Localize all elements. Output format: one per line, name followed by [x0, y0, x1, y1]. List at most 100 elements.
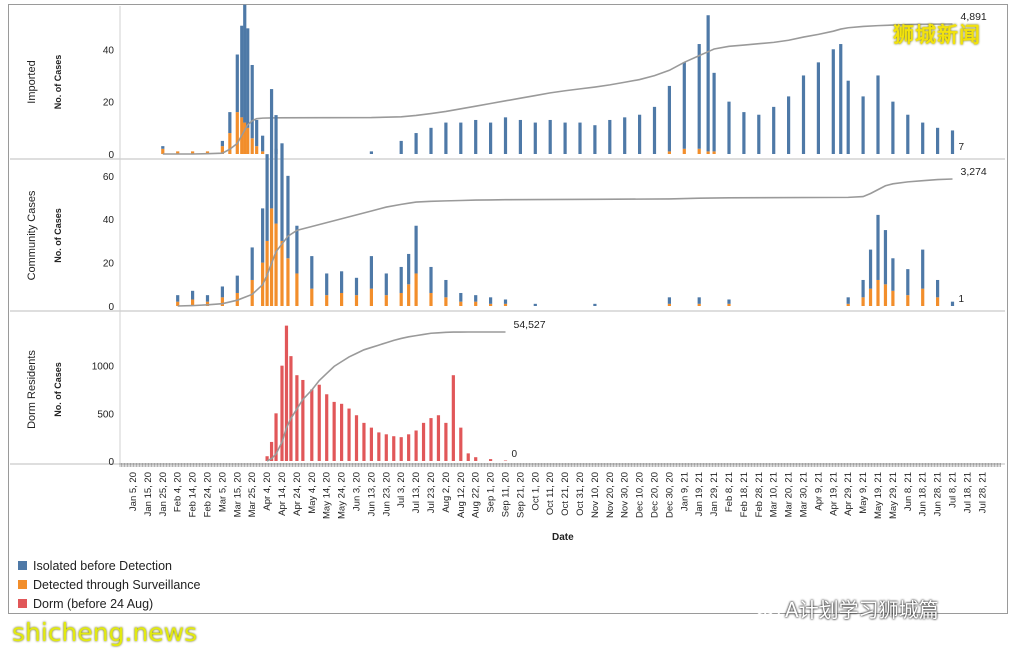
- bar-isolated: [255, 119, 259, 147]
- bar-isolated: [310, 256, 314, 289]
- bar-isolated: [712, 72, 716, 152]
- bar-isolated: [936, 279, 940, 298]
- bar-surveillance: [310, 288, 314, 306]
- bar-surveillance: [399, 292, 403, 306]
- bar-dorm: [377, 432, 381, 461]
- bar-surveillance: [261, 151, 265, 154]
- bar-isolated: [518, 119, 522, 154]
- x-tick-label: Jul 8, 21: [948, 472, 959, 508]
- x-tick-label: Nov 30, 20: [620, 472, 631, 518]
- bar-isolated: [176, 295, 180, 302]
- x-tick-label: Aug 12, 20: [456, 472, 467, 518]
- bar-isolated: [243, 4, 247, 123]
- x-tick-label: Mar 25, 20: [247, 472, 258, 517]
- cumulative-end-label: 3,274: [961, 166, 987, 178]
- x-tick-label: Feb 8, 21: [724, 472, 735, 512]
- x-tick-label: Dec 20, 20: [650, 472, 661, 518]
- bar-dorm: [414, 430, 418, 461]
- x-tick-label: Nov 10, 20: [590, 472, 601, 518]
- legend-swatch-surveillance: [18, 580, 27, 589]
- bar-isolated: [831, 49, 835, 154]
- x-tick-label: Dec 30, 20: [664, 472, 675, 518]
- bar-surveillance: [459, 301, 463, 306]
- bar-isolated: [593, 125, 597, 154]
- bar-isolated: [228, 112, 232, 134]
- x-tick-label: Mar 15, 20: [232, 472, 243, 517]
- legend-label-isolated: Isolated before Detection: [33, 558, 172, 573]
- bar-dorm: [459, 427, 463, 461]
- x-tick-label: Apr 24, 20: [292, 472, 303, 516]
- bar-isolated: [533, 122, 537, 154]
- x-tick-label: Sep 11, 20: [501, 472, 512, 517]
- bar-surveillance: [891, 290, 895, 306]
- bar-isolated: [261, 208, 265, 263]
- x-tick-label: Feb 28, 21: [754, 472, 765, 517]
- x-tick-label: May 4, 20: [307, 472, 318, 514]
- bar-isolated: [429, 266, 433, 293]
- bar-isolated: [846, 80, 850, 154]
- bar-surveillance: [407, 284, 411, 306]
- bar-isolated: [384, 273, 388, 296]
- y-axis-label: No. of Cases: [53, 55, 63, 110]
- bar-isolated: [205, 295, 210, 302]
- bar-surveillance: [205, 301, 210, 306]
- bar-surveillance: [269, 208, 274, 306]
- bar-dorm: [421, 422, 426, 461]
- bar-isolated: [608, 119, 612, 154]
- watermark-wechat-label: A计划学习狮城篇: [785, 598, 939, 622]
- bar-isolated: [861, 96, 865, 154]
- bar-isolated: [950, 301, 955, 306]
- bar-isolated: [839, 44, 843, 154]
- x-tick-label: Apr 29, 21: [843, 472, 854, 516]
- bar-isolated: [936, 127, 940, 154]
- bar-isolated: [533, 303, 537, 306]
- y-tick-label: 1000: [92, 362, 115, 373]
- bar-isolated: [772, 106, 776, 154]
- x-tick-label: Jul 23, 20: [426, 472, 437, 513]
- x-tick-label: Jun 13, 20: [366, 472, 377, 516]
- bar-surveillance: [667, 151, 671, 154]
- bar-isolated: [340, 271, 344, 293]
- bar-isolated: [787, 96, 791, 154]
- watermark-top: 狮城新闻: [893, 23, 981, 47]
- bar-isolated: [742, 112, 746, 154]
- x-tick-label: Jun 3, 20: [352, 472, 363, 511]
- panel-row-label: Dorm Residents: [26, 350, 38, 429]
- bar-surveillance: [503, 303, 508, 306]
- bar-surveillance: [697, 303, 701, 306]
- bar-surveillance: [255, 146, 259, 154]
- bar-dorm: [436, 415, 441, 461]
- bar-surveillance: [906, 295, 910, 306]
- bar-dorm: [310, 389, 314, 461]
- x-tick-label: Apr 4, 20: [262, 472, 273, 511]
- bar-dorm: [284, 325, 289, 461]
- bar-surveillance: [250, 279, 254, 306]
- bar-surveillance: [176, 151, 180, 154]
- bar-surveillance: [414, 273, 418, 306]
- bar-surveillance: [369, 288, 373, 306]
- last-value-label: 1: [959, 294, 965, 305]
- bar-surveillance: [161, 148, 165, 154]
- bar-dorm: [269, 441, 274, 461]
- bar-isolated: [652, 106, 657, 154]
- x-tick-label: Jun 8, 21: [903, 472, 914, 511]
- bar-isolated: [682, 62, 686, 149]
- bar-isolated: [407, 253, 411, 285]
- bar-isolated: [906, 114, 910, 154]
- bar-dorm: [474, 457, 478, 461]
- bar-isolated: [240, 25, 244, 118]
- bar-surveillance: [861, 297, 865, 306]
- x-tick-label: Jan 15, 20: [143, 472, 154, 516]
- x-tick-label: Jan 25, 20: [158, 472, 169, 516]
- x-tick-label: Dec 10, 20: [635, 472, 646, 518]
- x-tick-label: Apr 14, 20: [277, 472, 288, 516]
- x-tick-label: Feb 18, 21: [739, 472, 750, 517]
- bar-isolated: [503, 299, 508, 304]
- bar-dorm: [444, 422, 448, 461]
- bar-isolated: [354, 277, 359, 296]
- bar-isolated: [250, 247, 254, 280]
- bar-isolated: [369, 151, 373, 154]
- panel-row-label: Imported: [26, 60, 38, 103]
- legend-swatch-isolated: [18, 561, 27, 570]
- x-tick-label: May 24, 20: [337, 472, 348, 519]
